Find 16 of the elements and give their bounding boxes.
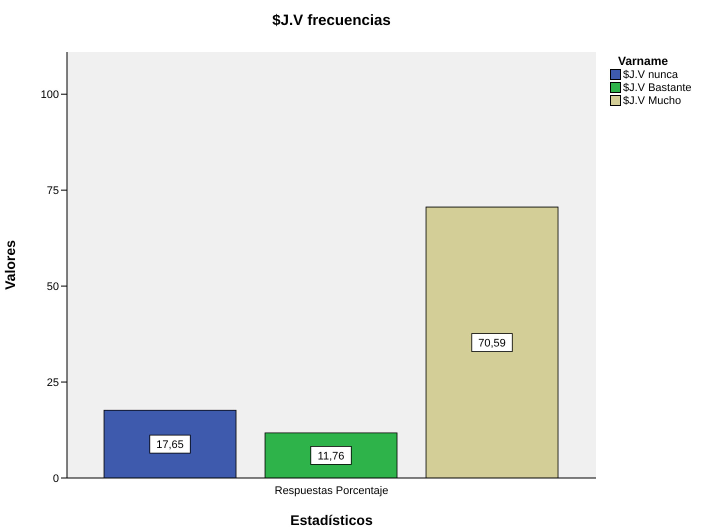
- x-tick-label: Respuestas Porcentaje: [274, 484, 388, 497]
- x-axis-title: Estadísticos: [290, 512, 373, 527]
- y-tick-label: 75: [46, 185, 59, 198]
- data-label: 70,59: [478, 338, 506, 350]
- data-label: 17,65: [156, 439, 184, 452]
- y-axis-title: Valores: [2, 240, 18, 290]
- legend-label: $J.V Mucho: [623, 94, 682, 106]
- chart-title: $J.V frecuencias: [271, 12, 392, 29]
- y-tick-label: 50: [46, 281, 59, 294]
- legend-label: $J.V nunca: [623, 68, 678, 80]
- legend-label: $J.V Bastante: [623, 82, 692, 94]
- legend-title: Varname: [618, 54, 670, 68]
- y-tick-label: 100: [40, 89, 59, 102]
- data-label: 11,76: [318, 450, 344, 462]
- y-tick-label: 0: [52, 472, 59, 485]
- y-tick-label: 25: [46, 376, 59, 389]
